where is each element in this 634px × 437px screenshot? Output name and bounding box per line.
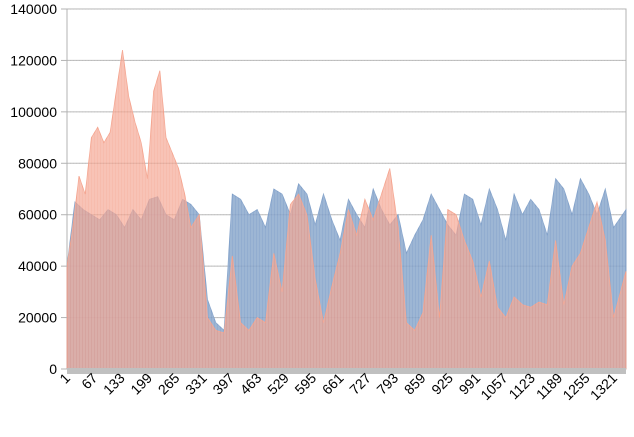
x-tick-label: 1189: [533, 370, 566, 403]
y-tick-labels: 0 20000 40000 60000 80000 100000 120000 140000: [10, 1, 57, 377]
x-tick-label: 1057: [477, 370, 510, 403]
x-tick-label: 1321: [587, 370, 620, 403]
column-hatch: [68, 9, 625, 369]
y-tick-label: 20000: [18, 310, 57, 326]
series-layer: [66, 9, 627, 370]
x-tick-labels: 1 67 133 199 265 331 397 463 529 595 661 727 793 859 9…: [56, 370, 620, 403]
y-tick-label: 40000: [18, 258, 57, 274]
y-tick-label: 60000: [18, 207, 57, 223]
y-tick-label: 100000: [10, 104, 57, 120]
y-tick-label: 80000: [18, 155, 57, 171]
x-tick-label: 1255: [559, 370, 592, 403]
x-axis-band: [67, 368, 626, 374]
y-tick-label: 140000: [10, 1, 57, 17]
series-area-2: [66, 50, 627, 370]
axes: [61, 8, 626, 374]
x-tick-label: 1123: [505, 370, 538, 403]
y-tick-label: 0: [49, 361, 57, 377]
y-tick-label: 120000: [10, 52, 57, 68]
